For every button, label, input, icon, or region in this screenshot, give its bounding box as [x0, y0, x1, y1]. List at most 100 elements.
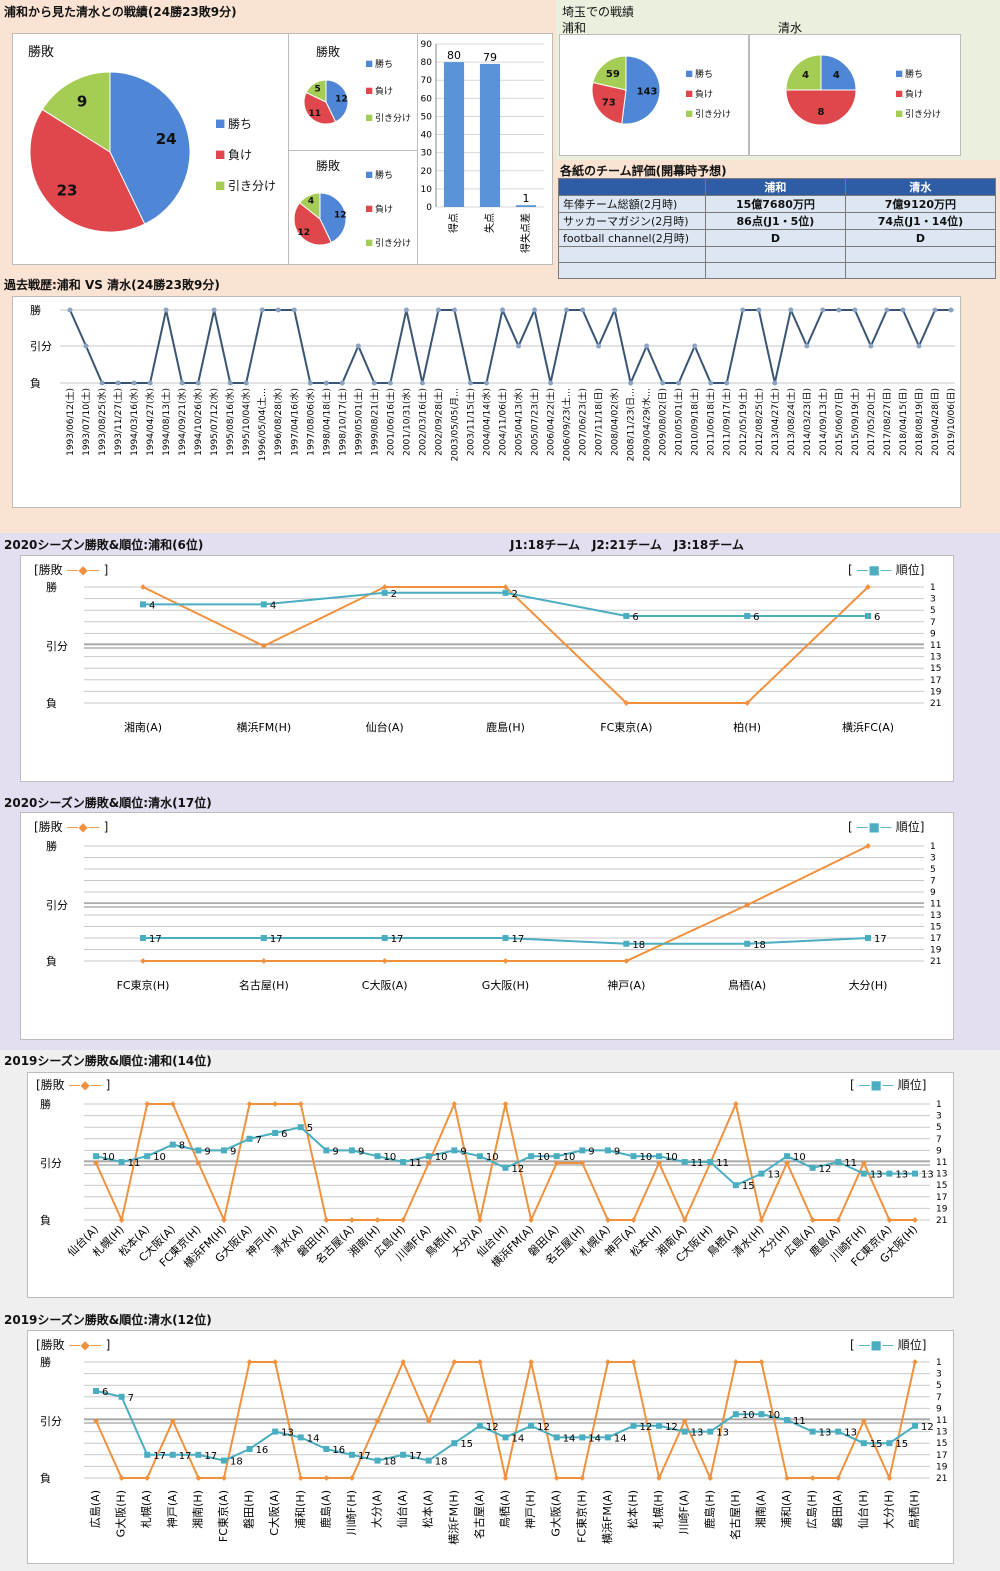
legend-label: 引き分け [375, 238, 411, 249]
legend-label: 引き分け [905, 109, 941, 120]
rank-data-label: 13 [767, 1170, 780, 1181]
result-marker [502, 958, 509, 964]
rank-data-label: 10 [153, 1152, 166, 1163]
result-marker [912, 1217, 918, 1223]
result-marker [630, 1217, 637, 1223]
result-marker [272, 1359, 278, 1365]
rank-marker [912, 1170, 918, 1177]
x-tick-label: 2001/10/31(水) [400, 388, 412, 456]
history-marker [916, 343, 922, 349]
legend-rank-swatch: —■— [856, 820, 892, 834]
history-marker [516, 343, 522, 349]
rank-marker [195, 1451, 202, 1458]
legend-swatch [216, 150, 225, 159]
eval-row-label: サッカーマガジン(2月時) [558, 212, 706, 230]
x-tick-label: 鹿島(A) [318, 1490, 332, 1528]
rank-data-label: 11 [128, 1158, 141, 1169]
rank-data-label: 10 [384, 1152, 397, 1163]
x-tick-label: 神戸(A) [165, 1490, 179, 1528]
result-marker [733, 1359, 739, 1365]
x-tick-label: 大分(H) [849, 978, 888, 992]
rank-data-label: 14 [307, 1433, 320, 1444]
rank-tick-label: 7 [930, 877, 936, 887]
result-marker [451, 1101, 458, 1107]
rank-marker [579, 1147, 586, 1154]
result-marker [733, 1101, 739, 1107]
result-marker [425, 1418, 432, 1424]
x-tick-label: 2002/03/16(土) [416, 388, 428, 456]
x-tick-label: 2003/05/05(月… [449, 388, 460, 461]
rank-marker [707, 1428, 714, 1435]
rank-tick-label: 9 [936, 1404, 942, 1414]
rank-marker [140, 935, 146, 941]
legend-result-2019u: [勝敗 —◆— ] [36, 1076, 110, 1093]
rank-data-label: 18 [384, 1457, 397, 1468]
eval-row: football channel(2月時) D D [558, 229, 997, 247]
result-marker [865, 584, 871, 590]
x-tick-label: 大分(A) [370, 1490, 384, 1528]
result-marker [221, 1217, 227, 1223]
history-marker [131, 380, 137, 386]
history-marker [580, 307, 586, 313]
legend-rank-2020s: [ —■— 順位] [848, 818, 924, 835]
history-marker [772, 380, 778, 386]
history-marker [852, 307, 858, 313]
rank-data-label: 11 [793, 1416, 806, 1427]
x-tick-label: 鳥栖(H) [907, 1490, 921, 1529]
rank-tick-label: 17 [930, 934, 941, 944]
rank-tick-label: 1 [936, 1358, 942, 1368]
eval-row [558, 246, 997, 263]
result-marker [758, 1359, 765, 1365]
rank-data-label: 6 [753, 612, 759, 623]
history-marker [339, 380, 345, 386]
legend-rank-start: [ [848, 820, 853, 834]
s2019s-title: 2019シーズン勝敗&順位:清水(12位) [4, 1313, 212, 1327]
result-marker [425, 1160, 432, 1166]
eval-cell: 7億9120万円 [844, 195, 997, 213]
history-marker [467, 380, 473, 386]
y-tick-label: 10 [421, 185, 433, 195]
rank-tick-label: 7 [936, 1135, 942, 1145]
x-tick-label: 浦和(A) [780, 1490, 793, 1528]
rank-tick-label: 15 [936, 1181, 947, 1191]
x-tick-label: FC東京(H) [117, 978, 170, 992]
rank-tick-label: 9 [930, 888, 936, 898]
x-tick-label: 鹿島(H) [486, 720, 525, 734]
x-tick-label: 名古屋(H) [239, 978, 289, 992]
history-title: 過去戦歴:浦和 VS 清水(24勝23敗9分) [4, 278, 220, 292]
pie-data-label: 8 [818, 107, 825, 118]
rank-tick-label: 15 [930, 923, 941, 933]
x-tick-label: 1996/05/04(土… [256, 388, 268, 461]
history-marker [948, 307, 954, 313]
x-tick-label: 1994/08/13(土) [160, 388, 172, 456]
x-tick-label: 横浜FC(A) [842, 720, 894, 734]
rank-data-label: 9 [204, 1146, 210, 1157]
result-marker [860, 1418, 867, 1424]
rank-data-label: 17 [358, 1451, 371, 1462]
s2020u-title: 2020シーズン勝敗&順位:浦和(6位) [4, 538, 204, 552]
x-tick-label: 2008/04/02(水) [609, 388, 621, 456]
pie-slice [621, 55, 661, 125]
history-marker [708, 380, 714, 386]
pie-slice [319, 192, 347, 244]
result-marker [630, 1359, 637, 1365]
x-tick-label: 松本(H) [625, 1490, 639, 1529]
x-tick-label: 浦和(H) [294, 1490, 307, 1529]
rank-marker [502, 1164, 509, 1171]
result-marker [144, 1475, 151, 1481]
rank-data-label: 17 [391, 934, 404, 945]
legend-swatch [366, 239, 373, 246]
legend-rank-2019s: [ —■— 順位] [850, 1336, 926, 1353]
y-tick-label: 勝 [46, 580, 57, 594]
rank-marker [758, 1170, 765, 1177]
result-marker [865, 843, 871, 849]
x-tick-label: 札幌(A) [139, 1490, 153, 1528]
pie-title: 勝敗 [316, 158, 340, 173]
legend-label: 勝ち [905, 68, 923, 80]
history-marker [83, 343, 89, 349]
result-marker [553, 1475, 560, 1481]
legend-result-end: ] [105, 1078, 111, 1092]
result-marker [784, 1160, 790, 1166]
rank-marker [220, 1457, 227, 1464]
pie-slice [591, 81, 627, 125]
